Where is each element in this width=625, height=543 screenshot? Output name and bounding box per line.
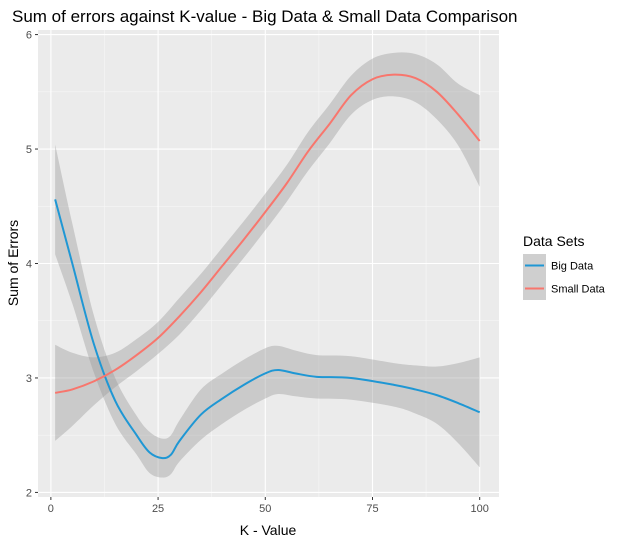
chart-title: Sum of errors against K-value - Big Data…: [12, 7, 517, 26]
y-axis-ticks: 2 3 4 5 6: [26, 30, 38, 499]
big-data-confidence-band: [55, 144, 480, 478]
big-data-line: [54, 199, 481, 460]
small-data-legend-label: Small Data: [551, 284, 606, 296]
small-data-line: [54, 73, 481, 394]
x-tick-label: 100: [471, 503, 489, 515]
y-tick-label: 6: [26, 30, 32, 42]
x-tick-label: 75: [366, 503, 378, 515]
legend-title: Data Sets: [523, 233, 584, 249]
legend: Data Sets Big Data Small Data: [523, 233, 606, 300]
x-tick-label: 50: [259, 503, 271, 515]
x-tick-label: 0: [48, 503, 54, 515]
small-data-confidence-band: [55, 52, 480, 441]
x-tick-label: 25: [152, 503, 164, 515]
grid-major: [38, 30, 499, 497]
series-lines: [54, 73, 481, 460]
y-tick-label: 3: [26, 373, 32, 385]
x-axis-ticks: 0 25 50 75 100: [48, 497, 489, 515]
y-tick-label: 4: [26, 259, 32, 271]
big-data-legend-label: Big Data: [551, 261, 594, 273]
y-tick-label: 2: [26, 487, 32, 499]
y-axis-title: Sum of Errors: [5, 220, 21, 306]
x-axis-title: K - Value: [240, 522, 297, 538]
y-tick-label: 5: [26, 144, 32, 156]
confidence-bands: [55, 52, 480, 478]
